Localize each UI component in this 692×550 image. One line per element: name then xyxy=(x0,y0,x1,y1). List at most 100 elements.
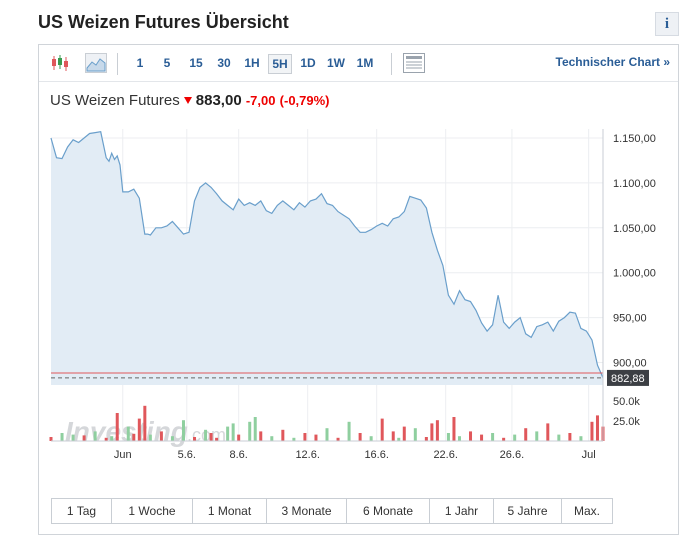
volume-bar xyxy=(579,436,583,441)
volume-bar xyxy=(524,428,528,441)
page-title: US Weizen Futures Übersicht xyxy=(38,12,289,32)
volume-bar xyxy=(513,434,517,441)
volume-bar xyxy=(402,426,406,441)
timeframe-30[interactable]: 30 xyxy=(217,56,231,70)
volume-bar xyxy=(535,431,539,441)
volume-bar xyxy=(137,418,141,441)
info-button[interactable]: i xyxy=(655,12,679,36)
volume-bar xyxy=(126,426,130,441)
volume-bar xyxy=(248,421,252,441)
watermark-brand: Investing xyxy=(65,416,188,447)
volume-bar xyxy=(292,437,296,441)
technical-chart-link[interactable]: Technischer Chart » xyxy=(555,55,670,69)
timeframe-5[interactable]: 5 xyxy=(163,56,171,70)
price-area xyxy=(51,131,603,385)
volume-bar xyxy=(49,437,53,441)
x-tick-label: Jun xyxy=(114,449,132,461)
volume-tick-label: 50.0k xyxy=(613,396,640,408)
x-tick-label: 12.6. xyxy=(295,449,319,461)
price-line xyxy=(50,131,604,379)
x-tick-label: 26.6. xyxy=(500,449,524,461)
range-max[interactable]: Max. xyxy=(573,504,600,518)
x-tick-label: 5.6. xyxy=(178,449,196,461)
volume-bar xyxy=(446,433,450,441)
x-tick-label: 16.6. xyxy=(364,449,388,461)
timeframe-5h[interactable]: 5H xyxy=(268,54,292,74)
volume-bar xyxy=(502,437,506,441)
timeframe-1[interactable]: 1 xyxy=(136,56,144,70)
volume-tick-label: 25.0k xyxy=(613,416,640,428)
y-tick-label: 1.150,00 xyxy=(613,133,656,145)
toolbar-separator xyxy=(117,53,118,75)
x-tick-label: Jul xyxy=(582,449,596,461)
table-icon[interactable] xyxy=(403,53,425,73)
timeframe-1m[interactable]: 1M xyxy=(356,56,374,70)
range-6-months[interactable]: 6 Monate xyxy=(347,499,430,523)
volume-bar xyxy=(181,420,185,441)
volume-bar xyxy=(336,437,340,441)
quote-line: US Weizen Futures 883,00 -7,00 (-0,79%) xyxy=(50,92,330,109)
volume-bar xyxy=(557,434,561,441)
down-arrow-icon xyxy=(183,97,192,104)
range-5-years[interactable]: 5 Jahre xyxy=(494,499,562,523)
volume-bar xyxy=(590,421,594,441)
toolbar-separator xyxy=(391,53,392,75)
volume-bar xyxy=(82,435,86,441)
volume-bar xyxy=(595,415,599,441)
volume-bar xyxy=(209,433,213,441)
current-price-label: 882,88 xyxy=(611,373,645,385)
range-1-day[interactable]: 1 Tag xyxy=(52,499,112,523)
volume-bar xyxy=(110,436,114,441)
volume-bar xyxy=(380,418,384,441)
volume-bar xyxy=(303,433,307,441)
volume-bar xyxy=(430,423,434,441)
volume-bar xyxy=(369,436,373,441)
current-price-tag xyxy=(607,369,649,386)
volume-bar xyxy=(104,437,108,441)
volume-bar xyxy=(546,423,550,441)
volume-bar xyxy=(325,428,329,441)
range-1-year[interactable]: 1 Jahr xyxy=(430,499,494,523)
y-tick-label: 1.100,00 xyxy=(613,178,656,190)
volume-bar xyxy=(281,429,285,441)
volume-bar xyxy=(215,437,219,441)
range-1-month[interactable]: 1 Monat xyxy=(193,499,267,523)
volume-bar xyxy=(71,434,75,441)
candlestick-icon[interactable] xyxy=(49,53,71,73)
range-3-months[interactable]: 3 Monate xyxy=(267,499,347,523)
volume-bar xyxy=(60,433,64,441)
volume-bar xyxy=(148,434,152,441)
volume-bar xyxy=(259,431,263,441)
volume-bar xyxy=(253,417,257,441)
price-chart[interactable]: Investing.com25.0k50.0k882,88900,00950,0… xyxy=(39,123,678,503)
area-chart-icon[interactable] xyxy=(85,53,107,73)
timeframe-15[interactable]: 15 xyxy=(189,56,203,70)
volume-bar xyxy=(391,431,395,441)
price-change-percent: (-0,79%) xyxy=(279,93,330,108)
y-tick-label: 1.050,00 xyxy=(613,223,656,235)
price-change: -7,00 xyxy=(245,93,276,108)
volume-bar xyxy=(452,417,456,441)
volume-bar xyxy=(469,431,473,441)
volume-bar xyxy=(413,428,417,441)
volume-bar xyxy=(491,433,495,441)
volume-bar xyxy=(143,405,147,441)
volume-bar xyxy=(568,433,572,441)
volume-bar xyxy=(193,437,197,441)
volume-bar xyxy=(159,431,163,441)
volume-bar xyxy=(397,437,401,441)
instrument-name: US Weizen Futures xyxy=(50,92,180,109)
x-tick-label: 8.6. xyxy=(230,449,248,461)
chart-panel: 1 5 15 30 1H 5H 1D 1W 1M Technischer Cha… xyxy=(38,44,679,535)
volume-bar xyxy=(115,413,119,441)
timeframe-1w[interactable]: 1W xyxy=(327,56,345,70)
volume-bar xyxy=(358,433,362,441)
range-1-week[interactable]: 1 Woche xyxy=(112,499,193,523)
chart-toolbar: 1 5 15 30 1H 5H 1D 1W 1M Technischer Cha… xyxy=(39,45,678,82)
volume-bar xyxy=(132,433,136,441)
timeframe-1h[interactable]: 1H xyxy=(244,56,260,70)
volume-bar xyxy=(170,436,174,441)
volume-bar xyxy=(435,420,439,441)
timeframe-1d[interactable]: 1D xyxy=(300,56,316,70)
volume-bar xyxy=(204,429,208,441)
